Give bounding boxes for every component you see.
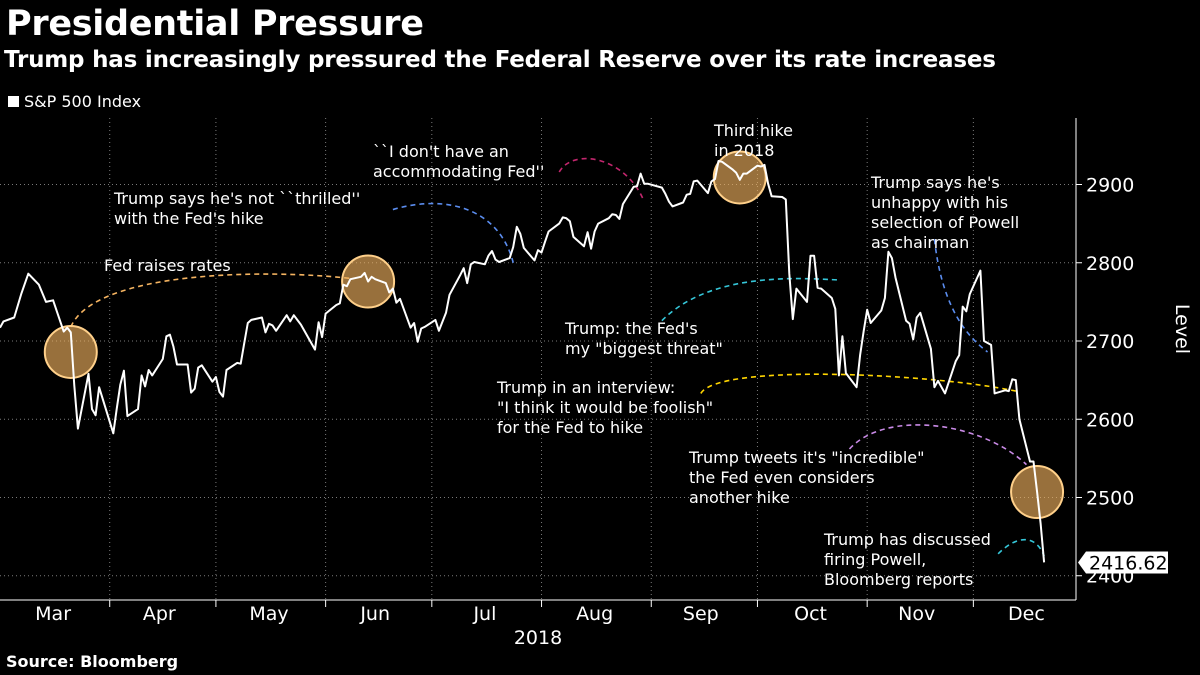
- chart-subtitle: Trump has increasingly pressured the Fed…: [4, 47, 996, 73]
- x-tick-label: Aug: [576, 603, 613, 625]
- y-tick-label: 2900: [1086, 175, 1134, 197]
- x-tick-label: Apr: [143, 603, 176, 625]
- x-tick-label: May: [249, 603, 288, 625]
- legend-swatch: [8, 96, 19, 107]
- annotation-line: my "biggest threat": [565, 339, 723, 358]
- highlight-circle: [43, 324, 98, 379]
- annotation-line: Trump says he's not ``thrilled'': [113, 189, 360, 208]
- annotations: [70, 157, 1045, 557]
- annotation-line: Trump has discussed: [823, 530, 991, 549]
- legend-label: S&P 500 Index: [24, 92, 142, 111]
- annotation-line: Bloomberg reports: [824, 570, 973, 589]
- x-tick-label: Jul: [472, 603, 496, 625]
- y-axis-title: Level: [1171, 304, 1193, 354]
- annotation-line: another hike: [689, 488, 790, 507]
- annotation-line: accommodating Fed'': [373, 162, 544, 181]
- annotation-line: firing Powell,: [824, 550, 926, 569]
- legend: S&P 500 Index: [8, 92, 141, 111]
- source-note: Source: Bloomberg: [6, 652, 179, 671]
- annotation-line: in 2018: [714, 141, 774, 160]
- annotation-curve-fed-raises-rates: [70, 273, 351, 328]
- annotation-not-thrilled: Trump says he's not ``thrilled'' with the…: [113, 189, 360, 228]
- x-tick-label: Mar: [35, 603, 71, 625]
- chart-title: Presidential Pressure: [6, 4, 424, 44]
- annotation-line: the Fed even considers: [689, 468, 875, 487]
- annotation-incredible: Trump tweets it's "incredible" the Fed ev…: [688, 448, 924, 507]
- annotation-labels: Fed raises rates Trump says he's not ``th…: [104, 121, 1019, 589]
- annotation-line: Trump: the Fed's: [564, 319, 698, 338]
- annotation-line: Trump tweets it's "incredible": [688, 448, 924, 467]
- annotation-curve-foolish: [700, 373, 1016, 394]
- last-value-label: 2416.62: [1089, 552, 1168, 574]
- annotation-line: Trump says he's: [870, 173, 1000, 192]
- annotation-unhappy-powell: Trump says he's unhappy with his selection…: [870, 173, 1019, 252]
- annotation-line: with the Fed's hike: [114, 209, 264, 228]
- annotation-accommodating-fed: ``I don't have an accommodating Fed'': [373, 142, 544, 181]
- annotation-curve-accommodating-fed: [558, 157, 645, 203]
- annotation-line: for the Fed to hike: [497, 418, 643, 437]
- annotation-curve-incredible: [848, 424, 1028, 466]
- annotation-line: Trump in an interview:: [496, 378, 675, 397]
- series-line-sp500: [0, 160, 1046, 563]
- annotation-curve-not-thrilled: [392, 202, 514, 263]
- annotation-line: "I think it would be foolish": [497, 398, 713, 417]
- y-tick-label: 2800: [1086, 253, 1134, 275]
- x-tick-label: Dec: [1008, 603, 1045, 625]
- annotation-line: Fed raises rates: [104, 256, 231, 275]
- annotation-biggest-threat: Trump: the Fed's my "biggest threat": [564, 319, 723, 358]
- x-tick-label: Oct: [794, 603, 827, 625]
- annotation-line: ``I don't have an: [373, 142, 509, 161]
- last-value-tag: [1078, 551, 1168, 574]
- annotation-line: Third hike: [713, 121, 793, 140]
- x-tick-label: Sep: [683, 603, 719, 625]
- annotation-fed-raises-rates: Fed raises rates: [104, 256, 231, 275]
- annotation-line: selection of Powell: [871, 213, 1019, 232]
- annotation-foolish: Trump in an interview: "I think it would …: [496, 378, 713, 437]
- annotation-line: unhappy with his: [871, 193, 1008, 212]
- grid: [0, 118, 1076, 600]
- annotation-curve-biggest-threat: [661, 277, 839, 322]
- annotation-line: as chairman: [871, 233, 969, 252]
- annotation-curve-firing-powell: [997, 538, 1045, 557]
- y-tick-label: 2700: [1086, 331, 1134, 353]
- y-tick-label: 2600: [1086, 409, 1134, 431]
- annotation-third-hike: Third hike in 2018: [713, 121, 793, 160]
- y-tick-label: 2500: [1086, 487, 1134, 509]
- x-tick-label: Nov: [898, 603, 935, 625]
- x-tick-label: Jun: [359, 603, 390, 625]
- annotation-firing-powell: Trump has discussed firing Powell, Bloombe…: [823, 530, 991, 589]
- annotation-curve-unhappy-powell: [933, 239, 988, 353]
- x-year-label: 2018: [514, 627, 562, 649]
